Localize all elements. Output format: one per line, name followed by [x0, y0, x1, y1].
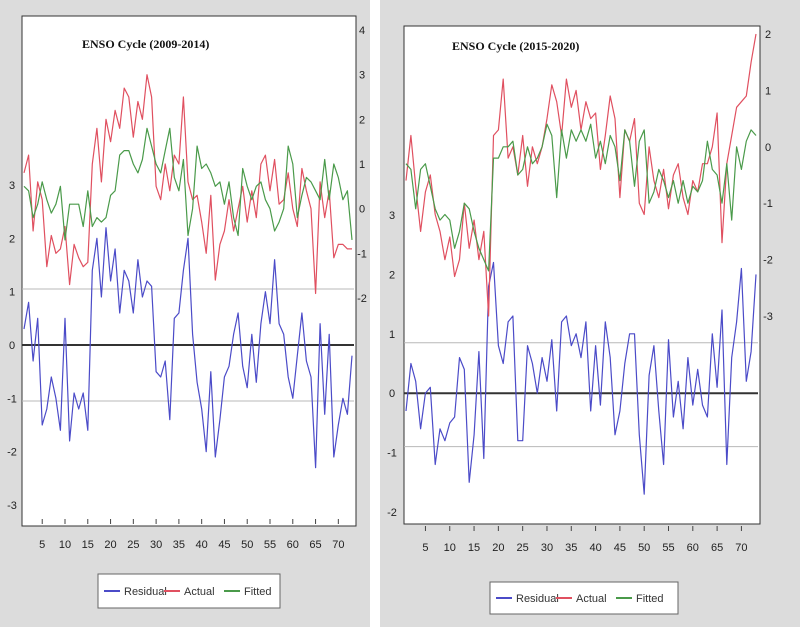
- x-axis-tick-label: 70: [735, 542, 747, 554]
- x-axis-tick-label: 45: [218, 539, 230, 551]
- right-axis-tick-label: -1: [357, 248, 367, 260]
- plot-area-right: [403, 25, 761, 525]
- left-axis-tick-label: -1: [7, 393, 17, 405]
- x-axis-tick-label: 65: [711, 542, 723, 554]
- x-axis-tick-label: 5: [422, 542, 428, 554]
- left-axis-tick-label: 1: [389, 329, 395, 341]
- left-axis-tick-label: 0: [389, 388, 395, 400]
- legend-label-fitted: Fitted: [244, 586, 272, 598]
- x-axis-tick-label: 70: [332, 539, 344, 551]
- legend-label-fitted: Fitted: [636, 593, 664, 605]
- legend-label-residual: Residual: [124, 586, 167, 598]
- chart-title-left: ENSO Cycle (2009-2014): [82, 37, 209, 51]
- right-axis-tick-label: -2: [763, 255, 773, 267]
- right-axis-tick-label: 2: [765, 29, 771, 41]
- x-axis-tick-label: 60: [687, 542, 699, 554]
- x-axis-tick-label: 20: [492, 542, 504, 554]
- right-axis-tick-label: 3: [359, 70, 365, 82]
- x-axis-tick-label: 30: [541, 542, 553, 554]
- x-axis-tick-label: 10: [59, 539, 71, 551]
- right-axis-tick-label: 4: [359, 25, 365, 37]
- left-axis-tick-label: 3: [389, 210, 395, 222]
- left-axis-tick-label: -1: [387, 448, 397, 460]
- x-axis-tick-label: 50: [241, 539, 253, 551]
- left-axis-tick-label: 3: [9, 180, 15, 192]
- x-axis-tick-label: 35: [565, 542, 577, 554]
- left-axis-tick-label: 0: [9, 340, 15, 352]
- chart-panel-right: ENSO Cycle (2015-2020) -2 -1 0 1 2 3 -3 -2 -1 0 1 2…: [380, 0, 800, 627]
- left-axis-tick-label: 1: [9, 287, 15, 299]
- x-axis-tick-label: 20: [104, 539, 116, 551]
- x-axis-tick-label: 25: [127, 539, 139, 551]
- right-axis-tick-label: 1: [765, 85, 771, 97]
- chart-panel-left: ENSO Cycle (2009-2014) -3 -2 -1 0 1 2 3 -2 -1 0 1 2…: [0, 0, 370, 627]
- series-line-fitted: [405, 123, 757, 272]
- right-axis-tick-label: -2: [357, 293, 367, 305]
- series-line-residual: [405, 261, 757, 495]
- series-line-residual: [23, 227, 353, 469]
- series-line-fitted: [23, 127, 353, 241]
- right-axis-tick-label: -3: [763, 311, 773, 323]
- x-axis-tick-label: 5: [39, 539, 45, 551]
- x-axis-tick-label: 60: [287, 539, 299, 551]
- x-axis-tick-label: 55: [662, 542, 674, 554]
- right-axis-tick-label: 0: [359, 204, 365, 216]
- legend-label-actual: Actual: [576, 593, 607, 605]
- legend-label-residual: Residual: [516, 593, 559, 605]
- right-axis-tick-label: 2: [359, 114, 365, 126]
- x-axis-tick-label: 10: [444, 542, 456, 554]
- right-axis-tick-label: 1: [359, 159, 365, 171]
- legend-label-actual: Actual: [184, 586, 215, 598]
- left-axis-tick-label: 2: [9, 233, 15, 245]
- x-axis-tick-label: 65: [309, 539, 321, 551]
- x-axis-tick-label: 35: [173, 539, 185, 551]
- x-axis-tick-label: 15: [82, 539, 94, 551]
- legend-box-left: [97, 573, 281, 609]
- chart-right: ENSO Cycle (2015-2020) -2 -1 0 1 2 3 -3 -2 -1 0 1 2…: [387, 25, 773, 615]
- right-axis-tick-label: -1: [763, 198, 773, 210]
- x-axis-tick-label: 40: [196, 539, 208, 551]
- x-axis-tick-label: 15: [468, 542, 480, 554]
- x-axis-tick-label: 50: [638, 542, 650, 554]
- series-line-actual: [23, 74, 352, 295]
- right-axis-tick-label: 0: [765, 142, 771, 154]
- left-axis-tick-label: 2: [389, 269, 395, 281]
- chart-title-right: ENSO Cycle (2015-2020): [452, 39, 579, 53]
- x-axis-tick-label: 55: [264, 539, 276, 551]
- x-axis-tick-label: 30: [150, 539, 162, 551]
- x-axis-tick-label: 25: [517, 542, 529, 554]
- chart-left: ENSO Cycle (2009-2014) -3 -2 -1 0 1 2 3 -2 -1 0 1 2…: [7, 15, 367, 609]
- x-axis-tick-label: 40: [589, 542, 601, 554]
- legend-box-right: [489, 581, 679, 615]
- left-axis-tick-label: -2: [387, 507, 397, 519]
- left-axis-tick-label: -2: [7, 447, 17, 459]
- left-axis-tick-label: -3: [7, 500, 17, 512]
- x-axis-tick-label: 45: [614, 542, 626, 554]
